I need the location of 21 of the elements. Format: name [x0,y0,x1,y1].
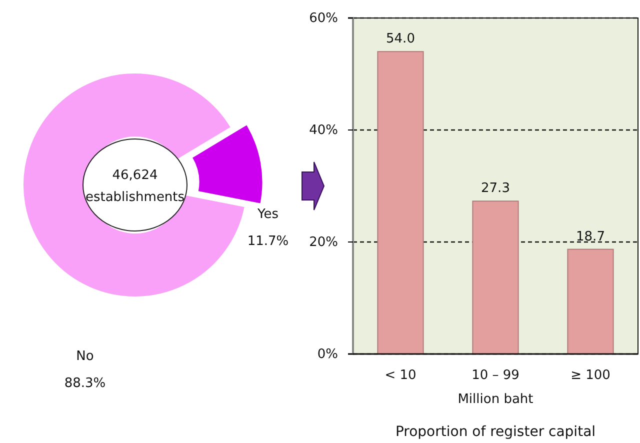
bar [567,248,614,354]
x-tick-label: 10 – 99 [472,368,520,384]
y-tick-label: 40% [309,123,338,138]
y-tick-label: 60% [309,11,338,26]
text: 46,624 [112,168,158,183]
data-label: 54.0 [386,32,415,47]
data-label: 18.7 [576,229,605,244]
bar [472,200,519,354]
slice-label: Yes [256,207,279,222]
text: Proportion of register capital [395,424,596,440]
bar [377,51,424,354]
slice-label: No [76,349,94,364]
text: establishments [85,190,185,205]
data-label: 88.3% [64,376,106,391]
data-label: 11.7% [247,234,289,249]
data-label: 27.3 [481,181,510,196]
x-tick-label: ≥ 100 [570,368,610,384]
y-tick-label: 20% [309,235,338,250]
x-axis-title: Million baht [458,392,534,407]
y-tick-label: 0% [317,347,338,362]
x-tick-label: < 10 [384,368,416,384]
